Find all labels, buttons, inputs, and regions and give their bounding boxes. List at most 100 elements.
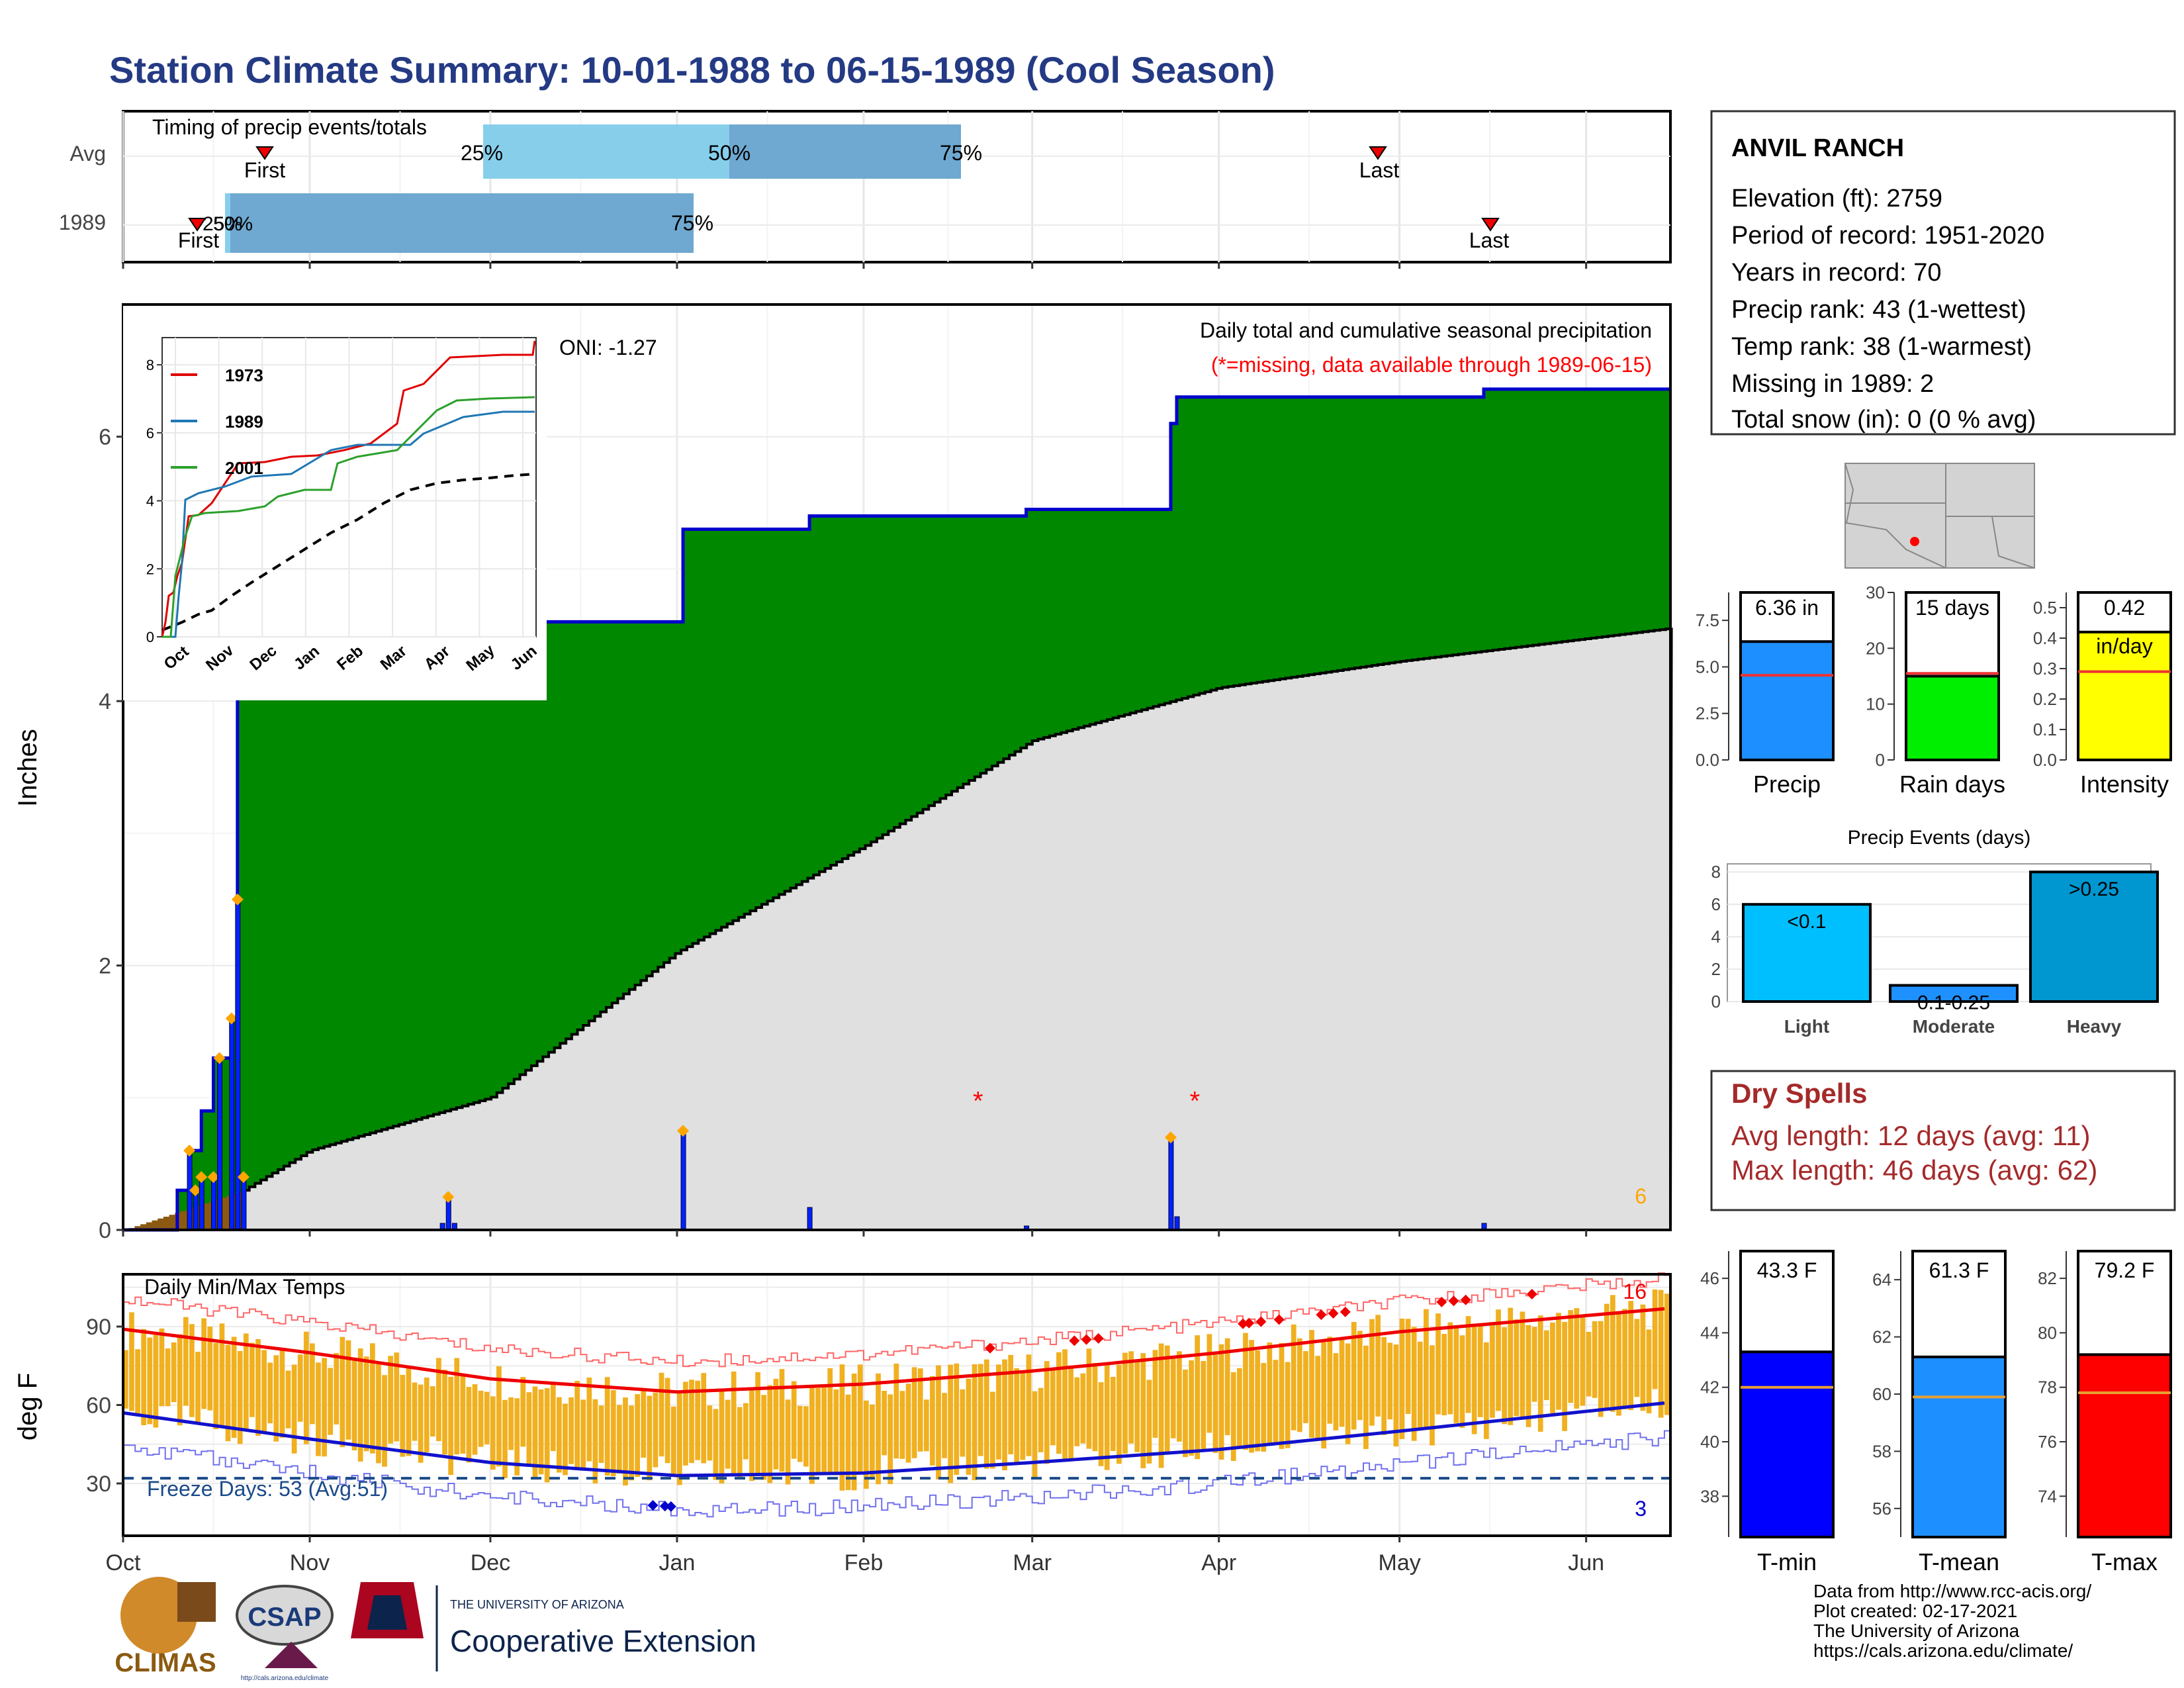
daily-temp-bar: [707, 1405, 713, 1461]
events-y-tick-label: 4: [1711, 927, 1721, 947]
daily-temp-bar: [978, 1364, 983, 1456]
daily-temp-bar: [424, 1378, 430, 1452]
daily-temp-bar: [580, 1399, 586, 1471]
daily-temp-bar: [334, 1352, 340, 1425]
daily-temp-bar: [767, 1385, 773, 1483]
inset-average-line: [161, 473, 535, 632]
daily-temp-bar: [1050, 1368, 1056, 1446]
heavy-event-diamond: [213, 1052, 226, 1064]
daily-temp-bar: [623, 1397, 628, 1486]
temp-bar-value: 61.3 F: [1929, 1258, 1989, 1282]
daily-temp-bar: [1405, 1319, 1411, 1415]
daily-temp-bar: [165, 1348, 171, 1407]
daily-temp-bar: [261, 1350, 267, 1432]
daily-temp-bar: [496, 1366, 502, 1467]
precip-ylabel: Inches: [13, 729, 42, 807]
summary-y-tick-label: 0.1: [2033, 720, 2057, 739]
ua-big-text: Cooperative Extension: [450, 1624, 756, 1658]
temp-summary-y-tick-label: 76: [2038, 1432, 2057, 1452]
summary-bar-value: 0.42: [2104, 596, 2145, 620]
event-bar: [2029, 870, 2159, 1004]
daily-temp-bar: [1435, 1313, 1441, 1415]
avg-last-marker: [1369, 146, 1387, 160]
daily-temp-bar: [382, 1375, 387, 1467]
inset-2001-line: [162, 396, 535, 638]
timing-row-1989: 1989: [59, 211, 106, 234]
daily-temp-bar: [899, 1391, 905, 1459]
summary-y-tick-label: 5.0: [1696, 657, 1719, 677]
locator-map: [1844, 463, 2035, 569]
daily-temp-bar: [972, 1364, 978, 1481]
summary-bar: [1739, 640, 1835, 761]
summary-bar-unit: in/day: [2096, 634, 2152, 658]
daily-temp-bar: [1110, 1376, 1116, 1452]
daily-temp-bar: [857, 1364, 863, 1474]
temp-bar: [1911, 1355, 2007, 1539]
precip-y-tick-label: 4: [99, 689, 111, 714]
daily-temp-bar: [641, 1389, 647, 1458]
daily-temp-bar: [1074, 1377, 1080, 1446]
daily-temp-bar: [569, 1397, 574, 1464]
summary-bars: 6.36 in Precip 0.0 2.5 5.0 7.5 15 days Rain day…: [1696, 583, 2172, 798]
heavy-event-diamond: [189, 1184, 202, 1197]
daily-temp-bar: [340, 1336, 345, 1448]
summary-y-tick-label: 0.2: [2033, 689, 2057, 709]
daily-temp-bar: [586, 1378, 592, 1462]
station-line-5: Temp rank: 38 (1-warmest): [1731, 333, 2032, 361]
inset-y-tick-label: 8: [146, 357, 154, 373]
daily-temp-bar: [1568, 1310, 1574, 1403]
record-high-dot: [1093, 1333, 1104, 1344]
daily-temp-bar: [267, 1362, 273, 1424]
daily-temp-bar: [1140, 1353, 1146, 1469]
oni-label: ONI: -1.27: [559, 336, 657, 359]
daily-temp-bar: [1291, 1324, 1297, 1430]
daily-temp-bar: [538, 1389, 544, 1475]
daily-temp-bar: [322, 1358, 327, 1457]
daily-precip-bar: [235, 899, 241, 1231]
summary-y-tick-label: 0.0: [1696, 750, 1719, 770]
missing-note: (*=missing, data available through 1989-…: [1211, 353, 1652, 377]
daily-temp-bar: [1351, 1322, 1357, 1430]
daily-temp-bar: [1279, 1342, 1285, 1449]
summary-y-tick-label: 20: [1866, 638, 1885, 658]
precip-events-chart: Precip Events (days) 0 2 4 6 8 <0.1 Light 0.1-0…: [1711, 827, 2159, 1037]
event-bar-label: <0.1: [1787, 911, 1826, 933]
daily-temp-bar: [1465, 1316, 1471, 1413]
daily-temp-bar: [1206, 1334, 1212, 1433]
temp-panel-label: Daily Min/Max Temps: [144, 1275, 345, 1299]
temp-y-axis: 30 60 90: [86, 1315, 123, 1497]
temp-summary-y-tick-label: 58: [1872, 1441, 1891, 1461]
temperature-summary-bars: 43.3 F T-min 38 40 42 44 46 61.3 F T-mean 56 58 60 6…: [1700, 1250, 2172, 1575]
daily-temp-bar: [923, 1399, 929, 1452]
daily-temp-bar: [1610, 1295, 1615, 1412]
summary-y-tick-label: 0.0: [2033, 750, 2057, 770]
event-category-label: Light: [1784, 1016, 1829, 1037]
daily-temp-bar: [954, 1363, 960, 1475]
avg-p75-label: 75%: [940, 141, 982, 165]
avg-last-label: Last: [1359, 158, 1400, 182]
station-line-6: Missing in 1989: 2: [1731, 370, 1934, 398]
daily-temp-bar: [893, 1363, 899, 1459]
daily-precip-bar: [193, 1190, 199, 1231]
yr-p50-label: 50%: [213, 213, 253, 235]
daily-temp-bar: [821, 1387, 827, 1475]
station-name: ANVIL RANCH: [1731, 134, 1904, 162]
summary-bar: [2077, 630, 2172, 761]
daily-temp-bar: [659, 1372, 664, 1457]
summary-y-tick-label: 2.5: [1696, 704, 1719, 724]
daily-temp-bar: [1387, 1342, 1393, 1420]
daily-temp-bar: [207, 1327, 213, 1411]
daily-temp-bar: [141, 1329, 147, 1425]
daily-temp-bar: [563, 1403, 568, 1476]
footer-line-2: Plot created: 02-17-2021: [1813, 1601, 2017, 1621]
daily-temp-bar: [1586, 1331, 1592, 1397]
month-tick-label: Dec: [471, 1550, 510, 1575]
summary-y-tick-label: 10: [1866, 694, 1885, 714]
summary-y-tick-label: 0.3: [2033, 659, 2057, 679]
max-record-count: 16: [1623, 1280, 1647, 1303]
summary-bar-label: Precip: [1753, 771, 1821, 798]
station-line-1: Elevation (ft): 2759: [1731, 185, 1942, 212]
daily-temp-bar: [351, 1360, 357, 1451]
daily-temp-bar: [189, 1324, 195, 1417]
